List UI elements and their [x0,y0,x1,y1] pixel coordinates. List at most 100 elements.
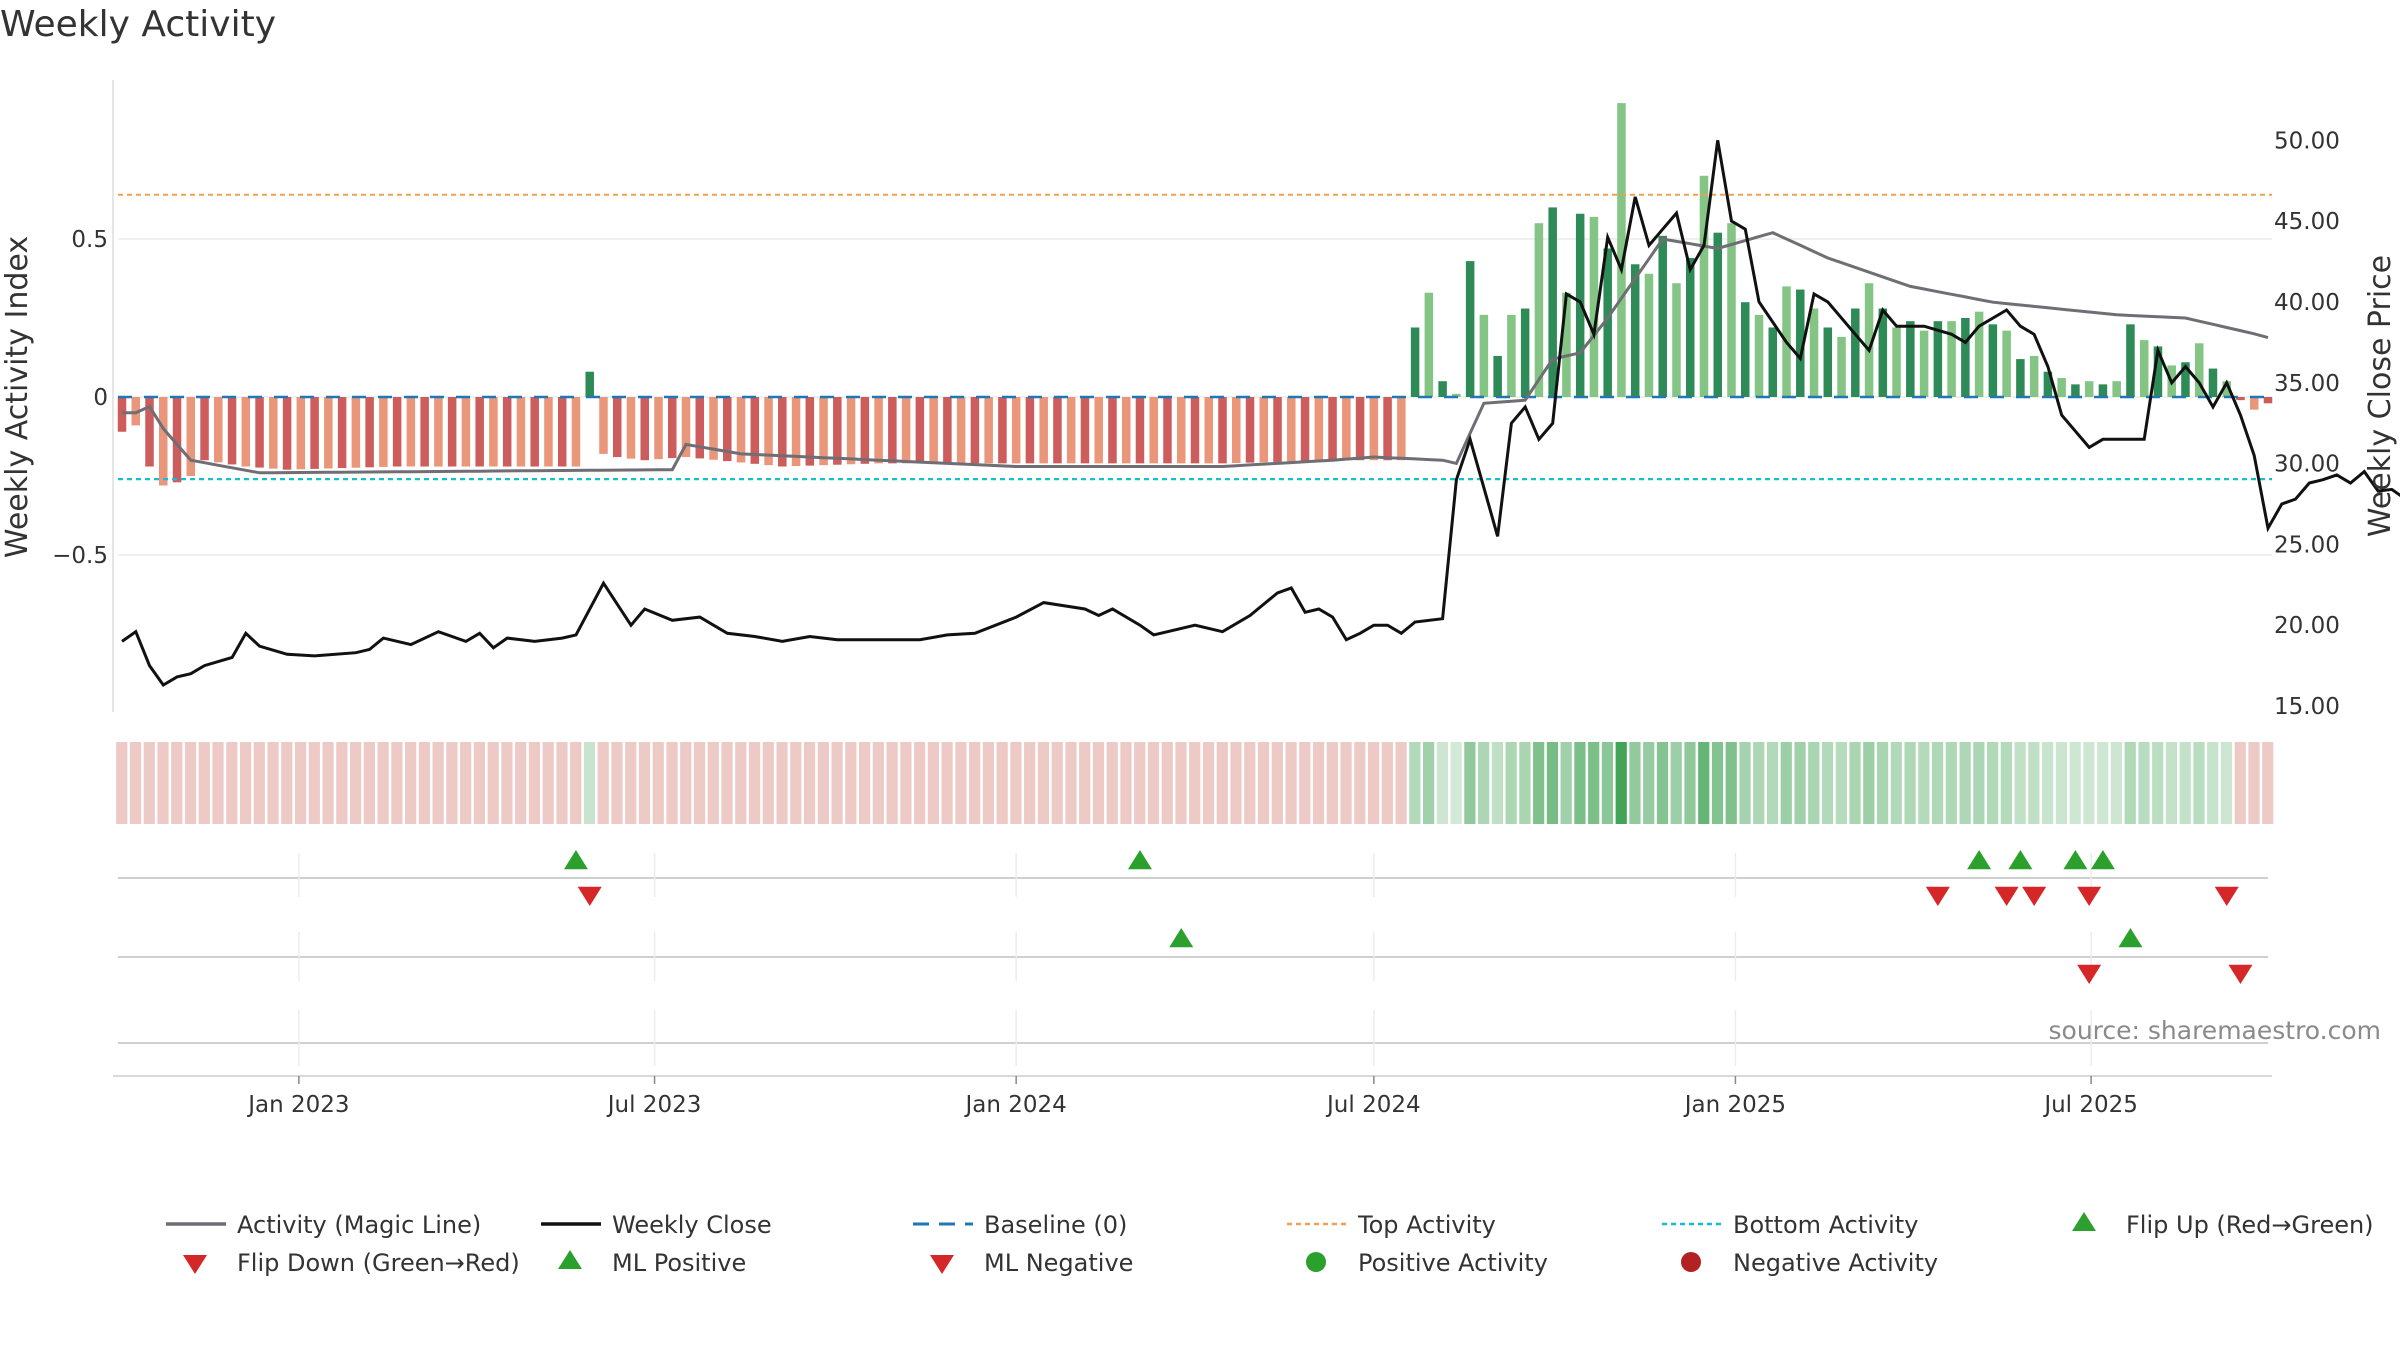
heat-cell [487,742,499,824]
heat-cell [1491,742,1504,824]
heat-cell [2165,742,2178,824]
heat-cell [2179,742,2191,824]
legend-item: Activity (Magic Line) [166,1211,481,1239]
heat-cell [184,742,197,824]
activity-bar [695,397,705,459]
activity-bar [998,397,1007,464]
heat-cell [2069,742,2081,824]
activity-bar [282,397,292,470]
legend-label: Bottom Activity [1733,1211,1918,1239]
heat-cell [1478,742,1490,824]
activity-bar [1218,397,1227,464]
heat-cell [1698,742,1710,824]
heat-cell [1367,742,1380,824]
activity-bar [764,397,773,466]
activity-bar [750,397,760,464]
heat-cell [1519,742,1531,824]
activity-bar [1190,397,1200,464]
heat-cell [2042,742,2054,824]
activity-bar [1204,397,1214,464]
heat-cell [1711,742,1724,824]
legend-item: Positive Activity [1306,1249,1548,1277]
activity-bar [1094,397,1103,464]
heat-cell [1024,742,1036,824]
activity-bar [2043,371,2053,397]
activity-bar [833,397,842,465]
heat-cell [831,742,843,824]
activity-bar [1988,324,1998,397]
activity-bar [736,397,746,463]
activity-bar [1672,283,1681,397]
activity-bar [819,397,828,466]
legend: Activity (Magic Line) Weekly Close Baselin… [166,1211,2374,1277]
activity-bar [956,397,966,464]
activity-bar [420,397,429,467]
heat-cell [1505,742,1517,824]
activity-bar [640,397,649,461]
heat-cell [1656,742,1669,824]
y-tick-label: 0.5 [71,227,108,253]
activity-bar [1176,397,1186,464]
activity-bar [516,397,526,467]
activity-bar [475,397,484,467]
legend-label: ML Negative [984,1249,1133,1277]
heat-cell [1326,742,1338,824]
y2-tick-label: 45.00 [2274,209,2340,235]
heat-cell [336,742,348,824]
activity-bar [1287,397,1296,462]
magic-line [122,231,2269,475]
heat-cell [982,742,995,824]
activity-bar [1562,292,1571,397]
heat-cell [1643,742,1655,824]
activity-bar [599,397,608,454]
flip-up-marker [2008,850,2033,870]
heat-cell [790,742,802,824]
heat-cell [1821,742,1834,824]
legend-swatch [558,1250,582,1269]
activity-bar [1108,397,1117,464]
heat-cell [2055,742,2068,824]
heat-cell [803,742,816,824]
heat-cell [2234,742,2246,824]
heat-cell [1285,742,1297,824]
heat-cell [143,742,155,824]
heat-cell [446,742,458,824]
legend-swatch [183,1255,207,1274]
flip-down-marker [2022,886,2047,906]
heat-cell [625,742,637,824]
y-axis-label: Weekly Activity Index [0,236,35,558]
activity-bar [1961,318,1970,397]
heat-cell [748,742,761,824]
heat-cell [322,742,334,824]
activity-bar [1438,381,1447,397]
activity-bar [1163,397,1172,464]
activity-bar [1066,397,1076,464]
legend-label: Top Activity [1357,1211,1496,1239]
heat-cell [941,742,953,824]
activity-bar [2016,359,2025,397]
activity-bar [255,397,264,468]
heat-cell [1436,742,1448,824]
activity-bar [1369,397,1379,461]
activity-bar [984,397,993,464]
x-tick-label: Jan 2023 [246,1092,349,1118]
legend-label: Weekly Close [612,1211,772,1239]
legend-label: Baseline (0) [984,1211,1127,1239]
heat-cell [680,742,692,824]
heat-cell [2124,742,2136,824]
heat-cell [253,742,265,824]
y2-tick-label: 50.00 [2274,128,2340,154]
heat-cell [1010,742,1022,824]
heat-cell [1863,742,1875,824]
heat-cell [1739,742,1751,824]
activity-bar [1397,397,1406,461]
activity-bar [1727,223,1736,397]
activity-bar [1039,397,1048,464]
heat-cell [845,742,857,824]
heat-cell [2152,742,2164,824]
activity-bar [365,397,374,468]
heat-cell [2000,742,2012,824]
activity-bar [2249,397,2259,410]
heat-cell [473,742,486,824]
heat-cell [226,742,238,824]
